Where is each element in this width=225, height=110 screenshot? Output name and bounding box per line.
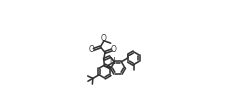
Text: N: N [109,57,115,66]
Text: O: O [110,45,116,54]
Text: O: O [88,45,94,54]
Text: O: O [101,34,106,43]
